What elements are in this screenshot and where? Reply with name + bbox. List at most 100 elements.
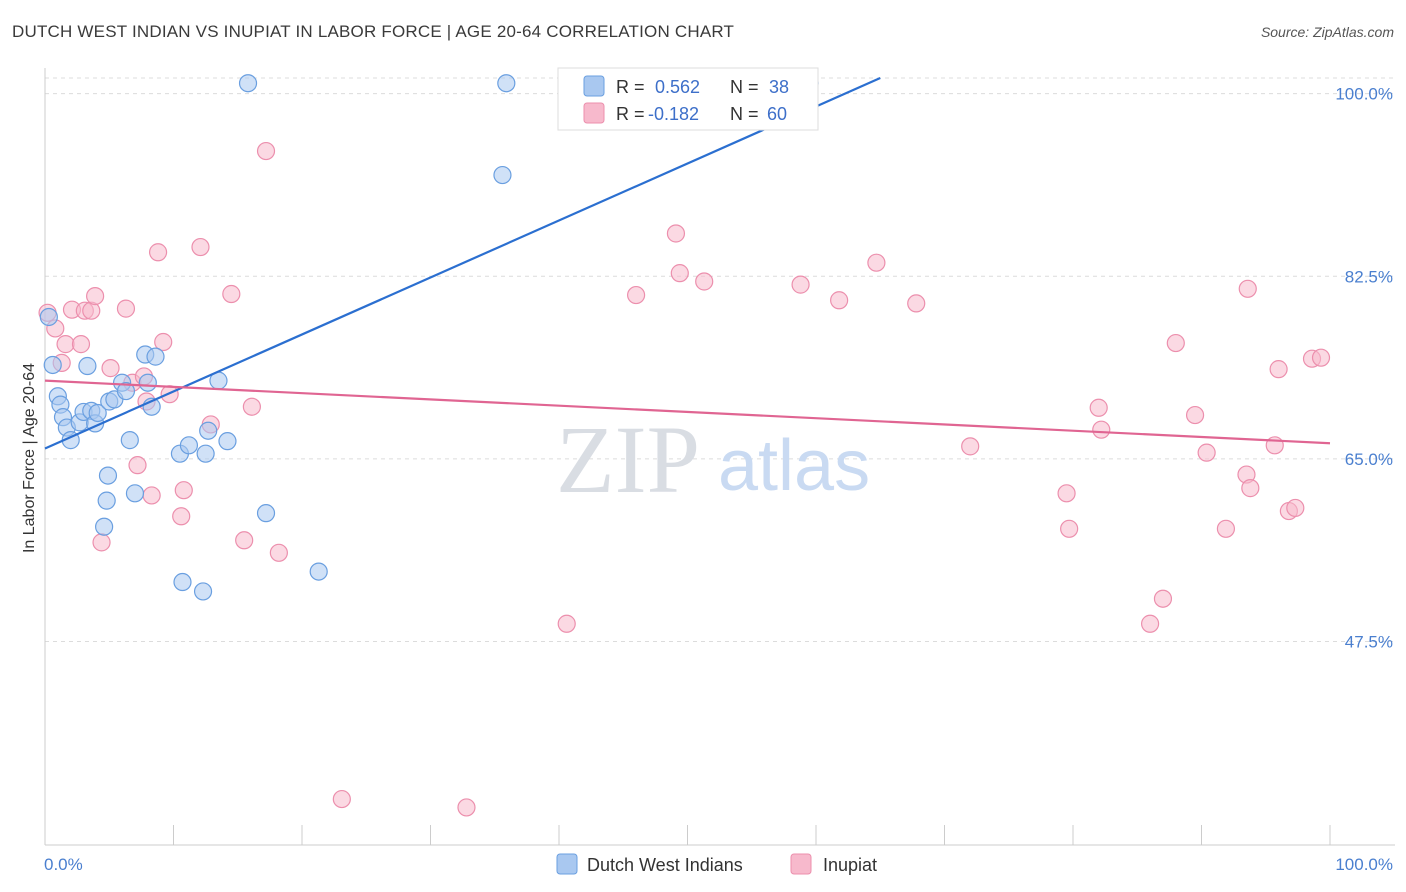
data-points [38,74,1331,817]
data-point [1216,519,1236,538]
legend-n-value-2: 60 [767,104,787,124]
data-point [695,272,714,291]
bottom-legend-label-dutch: Dutch West Indians [587,855,743,875]
data-point [242,397,261,416]
trend-line [44,76,881,450]
data-point [101,359,120,378]
legend-box: R = 0.562 N = 38 R = -0.182 N = 60 [557,67,819,131]
data-point [146,347,165,366]
data-point [1057,484,1076,503]
data-point [98,466,118,485]
tick-labels: 100.0% 82.5% 65.0% 47.5% 0.0% 100.0% [44,85,1393,874]
data-point [193,582,213,601]
data-point [1286,498,1305,518]
data-point [907,294,926,313]
data-point [78,356,97,376]
chart-title: DUTCH WEST INDIAN VS INUPIAT IN LABOR FO… [12,22,735,41]
data-point [867,253,886,272]
data-point [196,444,215,463]
y-tick-label: 82.5% [1345,267,1393,286]
data-point [172,507,191,526]
data-point [493,165,512,185]
legend-n-label-2: N = [730,104,759,124]
data-point [222,284,241,304]
data-point [95,517,114,536]
data-point [138,373,157,392]
legend-r-label-1: R = [616,77,645,97]
y-tick-label: 65.0% [1345,450,1393,469]
data-point [125,484,145,503]
data-point [1060,519,1079,538]
data-point [86,286,105,306]
data-point [173,572,192,592]
data-point [1311,348,1331,367]
y-tick-label: 100.0% [1335,85,1393,104]
source-label: Source: ZipAtlas.com [1260,24,1394,40]
data-point [199,421,218,440]
legend-swatch-dutch [583,75,605,97]
data-point [1153,589,1173,608]
data-point [666,224,686,243]
legend-n-label-1: N = [730,77,759,97]
data-point [457,798,476,817]
watermark: ZIP atlas [556,406,870,513]
y-axis-label: In Labor Force | Age 20-64 [21,363,38,553]
trend-line [44,379,1331,445]
data-point [235,531,254,550]
data-point [626,285,646,305]
legend-r-label-2: R = [616,104,645,124]
data-point [830,291,849,310]
x-tick-label: 100.0% [1335,855,1393,874]
data-point [191,237,210,257]
watermark-zip: ZIP [556,406,700,513]
data-point [56,335,75,354]
data-point [97,491,116,510]
watermark-atlas: atlas [718,426,870,506]
trend-lines [44,76,1331,450]
data-point [238,74,258,93]
data-point [1089,398,1108,417]
data-point [1197,443,1216,462]
data-point [174,481,193,500]
data-point [256,504,276,523]
legend-swatch-inupiat [583,102,605,124]
data-point [88,403,107,423]
bottom-legend-swatch-inupiat [790,853,812,875]
data-point [218,432,237,451]
data-point [116,381,136,401]
data-point [961,437,980,456]
data-point [791,275,810,294]
data-point [154,332,173,352]
data-point [332,789,351,809]
data-point [670,264,689,283]
legend-n-value-1: 38 [769,77,789,97]
data-point [179,436,199,455]
data-point [1185,405,1205,425]
data-point [1092,420,1111,439]
axes [44,68,1395,846]
data-point [128,456,147,475]
data-point [1140,614,1160,633]
data-point [497,74,516,93]
legend-r-value-2: -0.182 [648,104,699,124]
bottom-legend-swatch-dutch [556,853,578,875]
bottom-legend-label-inupiat: Inupiat [823,855,877,875]
data-point [116,299,136,318]
bottom-legend: Dutch West Indians Inupiat [556,853,877,875]
x-tick-label: 0.0% [44,855,83,874]
data-point [1241,479,1260,498]
data-point [43,355,62,375]
data-point [92,533,111,552]
data-point [309,562,328,581]
data-point [120,431,139,450]
data-point [148,243,168,262]
data-point [142,486,161,505]
data-point [1166,333,1185,353]
data-point [1238,279,1257,298]
data-point [557,614,576,633]
legend-r-value-1: 0.562 [655,77,700,97]
data-point [71,335,91,354]
data-point [1269,360,1288,379]
y-tick-label: 47.5% [1345,633,1393,652]
